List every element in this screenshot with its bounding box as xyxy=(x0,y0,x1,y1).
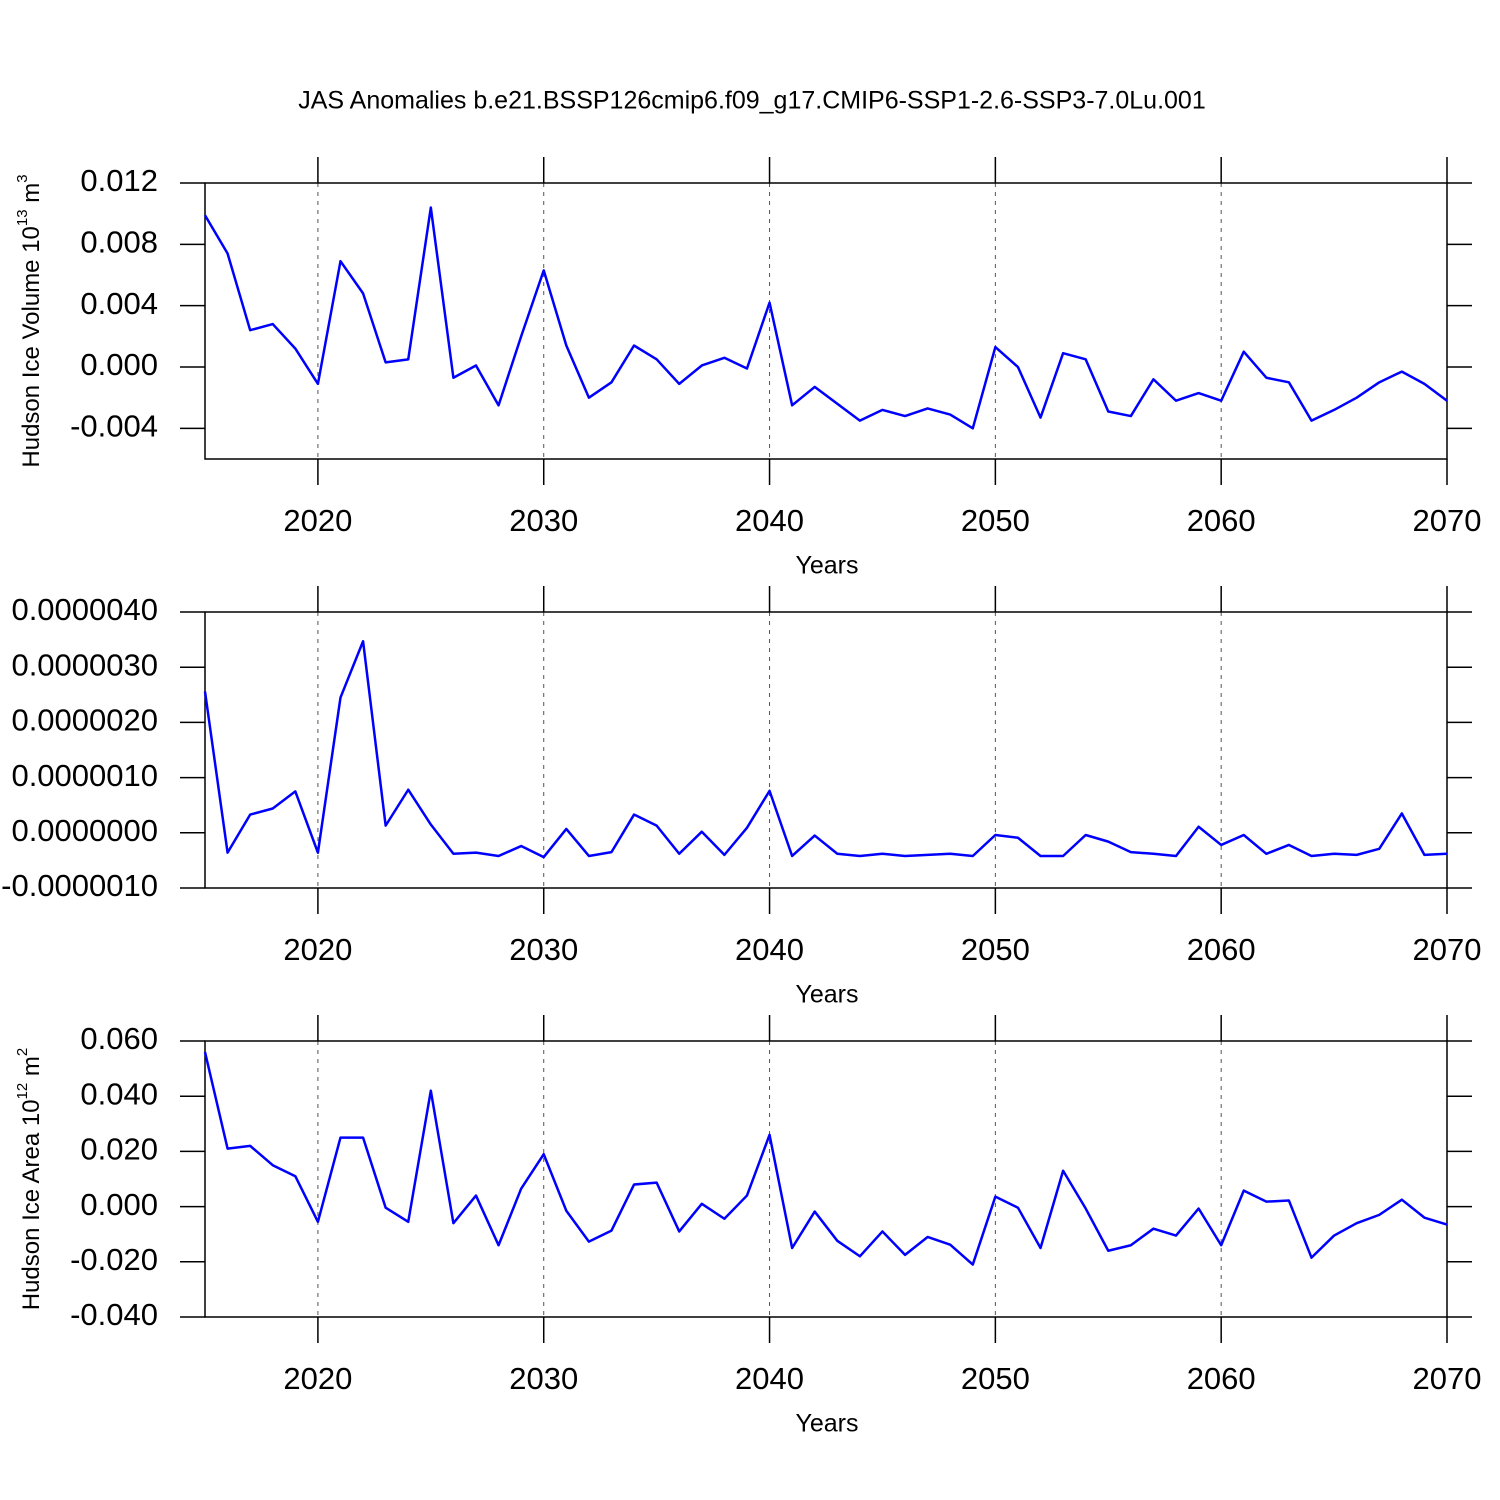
x-tick-label: 2040 xyxy=(735,1361,804,1396)
plot-frame xyxy=(204,1040,1448,1318)
y-tick-label: 0.0000030 xyxy=(11,647,158,682)
x-tick-label: 2020 xyxy=(283,1361,352,1396)
chart-title: JAS Anomalies b.e21.BSSP126cmip6.f09_g17… xyxy=(298,87,1205,115)
x-tick-label: 2020 xyxy=(283,503,352,538)
y-tick-label: 0.0000010 xyxy=(11,758,158,793)
y-tick-label: 0.0000040 xyxy=(11,592,158,627)
y-tick-label: 0.000 xyxy=(80,347,158,382)
x-tick-label: 2070 xyxy=(1413,1361,1482,1396)
y-tick-label: 0.004 xyxy=(80,286,158,321)
y-tick-label: -0.040 xyxy=(70,1297,158,1332)
y-axis-label: Hudson Ice Volume 1013 m3 xyxy=(14,174,45,467)
plot-frame xyxy=(204,611,1448,889)
x-tick-label: 2030 xyxy=(509,932,578,967)
data-line xyxy=(203,1051,1448,1266)
x-tick-label: 2060 xyxy=(1187,932,1256,967)
x-tick-label: 2020 xyxy=(283,932,352,967)
data-line xyxy=(203,206,1448,430)
y-tick-label: -0.0000010 xyxy=(1,868,158,903)
x-tick-label: 2050 xyxy=(961,503,1030,538)
y-tick-label: 0.0000020 xyxy=(11,703,158,738)
x-tick-label: 2070 xyxy=(1413,503,1482,538)
y-axis-label: Hudson Ice Area 1012 m2 xyxy=(14,1048,45,1311)
data-line xyxy=(203,640,1448,859)
x-tick-label: 2070 xyxy=(1413,932,1482,967)
x-tick-label: 2040 xyxy=(735,932,804,967)
y-tick-label: 0.0000000 xyxy=(11,813,158,848)
y-axis-label-unit-exp: 2 xyxy=(14,1048,31,1056)
y-axis-label-exp: 13 xyxy=(14,209,31,226)
x-axis-label: Years xyxy=(795,1410,858,1438)
x-tick-label: 2030 xyxy=(509,1361,578,1396)
y-axis-label-unit-exp: 3 xyxy=(14,174,31,182)
x-tick-label: 2060 xyxy=(1187,1361,1256,1396)
y-tick-label: 0.012 xyxy=(80,163,158,198)
y-tick-label: -0.020 xyxy=(70,1242,158,1277)
y-axis-label-unit: m xyxy=(18,1056,45,1083)
x-tick-label: 2050 xyxy=(961,1361,1030,1396)
y-tick-label: 0.040 xyxy=(80,1076,158,1111)
x-axis-label: Years xyxy=(795,552,858,580)
y-tick-label: -0.004 xyxy=(70,409,158,444)
x-tick-label: 2040 xyxy=(735,503,804,538)
y-axis-label-unit: m xyxy=(18,183,45,210)
x-tick-label: 2050 xyxy=(961,932,1030,967)
x-tick-label: 2060 xyxy=(1187,503,1256,538)
plot-frame xyxy=(204,182,1448,460)
y-tick-label: 0.008 xyxy=(80,225,158,260)
x-tick-label: 2030 xyxy=(509,503,578,538)
y-tick-label: 0.000 xyxy=(80,1187,158,1222)
y-axis-label-exp: 12 xyxy=(14,1083,31,1100)
y-tick-label: 0.060 xyxy=(80,1021,158,1056)
x-axis-label: Years xyxy=(795,981,858,1009)
y-axis-label-text: Hudson Ice Area 10 xyxy=(18,1099,45,1310)
y-tick-label: 0.020 xyxy=(80,1132,158,1167)
y-axis-label-text: Hudson Ice Volume 10 xyxy=(18,226,45,468)
